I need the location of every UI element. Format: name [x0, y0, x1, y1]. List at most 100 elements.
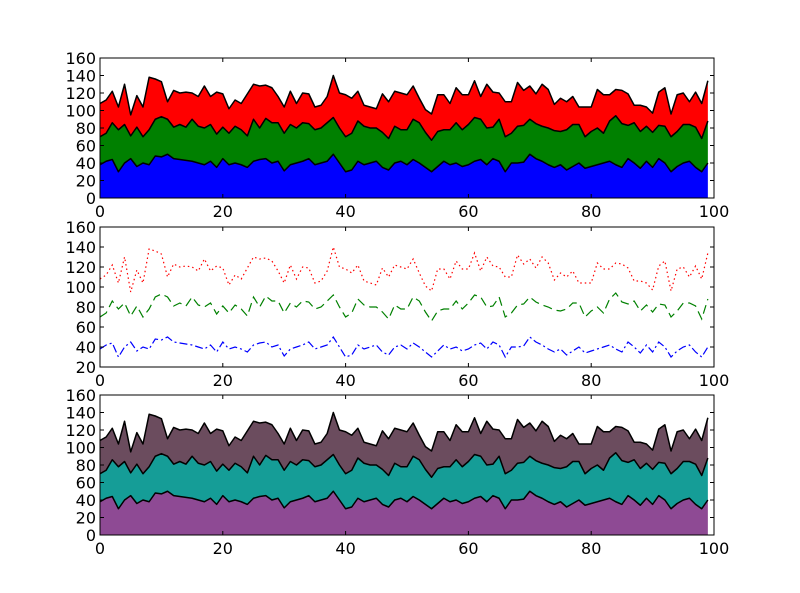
x-tick-label: 80: [581, 539, 601, 558]
y-tick-label: 0: [86, 189, 96, 208]
y-tick-label: 20: [76, 358, 96, 377]
y-tick-label: 60: [76, 474, 96, 493]
x-tick-label: 0: [95, 371, 105, 390]
x-tick-label: 100: [699, 539, 730, 558]
y-tick: 0: [86, 189, 714, 208]
x-tick: 0: [95, 395, 105, 558]
y-tick-label: 80: [76, 456, 96, 475]
area-series-3-mauve-edge: [100, 411, 709, 453]
y-tick: 0: [86, 526, 714, 545]
x-tick: 80: [581, 58, 601, 221]
line-series-2-dashed: [100, 292, 709, 323]
y-tick-label: 80: [76, 298, 96, 317]
line-series-3-dotted: [100, 244, 709, 293]
y-tick: 20: [76, 172, 714, 191]
area-series-3-red-edge: [100, 74, 709, 116]
y-tick: 140: [65, 404, 714, 423]
x-tick-label: 40: [335, 371, 355, 390]
y-tick-label: 120: [65, 84, 96, 103]
y-tick-label: 20: [76, 509, 96, 528]
x-tick-label: 80: [581, 202, 601, 221]
y-tick-label: 0: [86, 526, 96, 545]
y-tick-label: 160: [65, 386, 96, 405]
y-tick: 20: [76, 509, 714, 528]
y-tick: 100: [65, 102, 714, 121]
y-tick: 80: [76, 298, 714, 317]
y-tick: 160: [65, 218, 714, 237]
x-tick: 20: [213, 395, 233, 558]
area-series-3-red: [100, 75, 708, 141]
x-tick-label: 40: [335, 202, 355, 221]
y-tick: 140: [65, 67, 714, 86]
y-tick-label: 40: [76, 154, 96, 173]
area-series-1-blue-edge: [100, 153, 709, 173]
y-tick-label: 160: [65, 218, 96, 237]
y-tick-label: 60: [76, 318, 96, 337]
y-tick-label: 120: [65, 421, 96, 440]
x-tick: 100: [699, 58, 730, 221]
x-tick: 0: [95, 58, 105, 221]
area-series-1-blue: [100, 154, 708, 198]
x-tick: 40: [335, 227, 356, 390]
x-tick: 80: [581, 395, 601, 558]
x-tick-label: 20: [213, 371, 233, 390]
x-tick: 0: [95, 227, 105, 390]
y-tick-label: 40: [76, 338, 96, 357]
x-tick-label: 0: [95, 202, 105, 221]
y-tick: 40: [76, 338, 714, 357]
x-tick-label: 60: [458, 202, 478, 221]
plot-area: [100, 74, 709, 198]
area-series-2-teal-edge: [100, 452, 709, 478]
y-tick: 80: [76, 456, 714, 475]
x-tick-label: 40: [335, 539, 355, 558]
area-series-2-green-edge: [100, 115, 709, 141]
x-tick: 20: [213, 58, 233, 221]
x-tick: 40: [335, 395, 356, 558]
x-tick: 20: [213, 227, 233, 390]
x-tick: 60: [458, 227, 479, 390]
y-tick: 100: [65, 439, 714, 458]
y-tick: 120: [65, 421, 714, 440]
y-tick-label: 140: [65, 67, 96, 86]
area-series-3-mauve: [100, 412, 708, 478]
y-tick: 80: [76, 119, 714, 138]
x-tick-label: 100: [699, 202, 730, 221]
x-tick: 40: [335, 58, 356, 221]
y-tick-label: 60: [76, 137, 96, 156]
plot-area: [100, 411, 709, 535]
y-tick: 60: [76, 137, 714, 156]
y-tick-label: 80: [76, 119, 96, 138]
x-tick: 80: [581, 227, 601, 390]
x-tick: 100: [699, 227, 729, 390]
x-tick-label: 20: [213, 202, 233, 221]
y-tick-label: 100: [65, 278, 96, 297]
y-tick-label: 40: [76, 491, 96, 510]
y-tick-label: 120: [65, 258, 96, 277]
line-series-1-dashdot: [100, 335, 709, 359]
y-tick: 40: [76, 154, 714, 173]
x-tick: 60: [458, 58, 479, 221]
x-tick-label: 60: [458, 539, 478, 558]
y-tick-label: 140: [65, 404, 96, 423]
y-tick: 160: [65, 386, 714, 405]
area-series-1-purple: [100, 491, 708, 535]
x-tick-label: 20: [213, 539, 233, 558]
y-tick: 100: [65, 278, 714, 297]
x-tick-label: 60: [458, 371, 478, 390]
x-tick: 100: [699, 395, 730, 558]
y-tick-label: 100: [65, 102, 96, 121]
y-tick: 20: [76, 358, 714, 377]
y-tick-label: 100: [65, 439, 96, 458]
x-tick-label: 0: [95, 539, 105, 558]
y-tick-label: 160: [65, 49, 96, 68]
y-tick: 40: [76, 491, 714, 510]
y-tick: 60: [76, 474, 714, 493]
plot-area: [100, 244, 709, 359]
y-tick: 120: [65, 258, 714, 277]
y-tick: 160: [65, 49, 714, 68]
y-tick: 120: [65, 84, 714, 103]
